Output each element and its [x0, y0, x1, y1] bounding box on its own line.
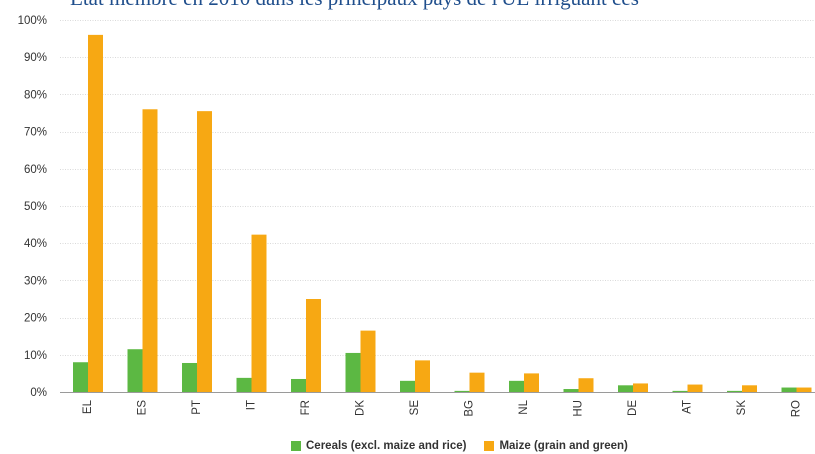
bar-se-cereals: [400, 380, 415, 392]
y-tick-label: 60%: [24, 164, 47, 176]
y-tick-label: 100%: [18, 15, 47, 27]
bar-pt-cereals: [182, 362, 197, 392]
x-tick-label: ES: [137, 400, 149, 416]
bar-fr-cereals: [291, 378, 306, 392]
bar-hu-maize: [578, 378, 594, 392]
bar-it-cereals: [236, 377, 252, 392]
bar-nl-cereals: [509, 380, 524, 392]
bar-el-maize: [88, 34, 103, 392]
x-tick-label: RO: [791, 400, 803, 417]
y-tick-label: 40%: [24, 238, 47, 250]
bar-bg-maize: [469, 372, 485, 392]
gridlines: [60, 20, 815, 356]
x-axis-ticks: EL ES PT IT FR DK SE BG NL HU DE AT SK RO: [82, 399, 803, 417]
x-tick-label: IT: [246, 400, 258, 410]
legend: Cereals (excl. maize and rice) Maize (gr…: [291, 439, 628, 453]
x-tick-label: EL: [82, 399, 94, 414]
x-tick-label: SK: [736, 400, 748, 416]
bar-hu-cereals: [563, 389, 579, 392]
bar-de-maize: [633, 383, 648, 392]
y-tick-label: 10%: [24, 350, 47, 362]
x-tick-label: DE: [627, 400, 639, 416]
bar-se-maize: [415, 360, 430, 392]
bar-at-cereals: [672, 390, 688, 392]
bar-nl-maize: [524, 373, 539, 392]
legend-label-cereals: Cereals (excl. maize and rice): [306, 440, 467, 452]
bar-dk-cereals: [345, 352, 361, 392]
bar-el-cereals: [73, 362, 88, 392]
legend-swatch-cereals: [291, 441, 301, 451]
x-tick-label: BG: [464, 400, 476, 417]
y-tick-label: 20%: [24, 313, 47, 325]
bar-fr-maize: [306, 299, 321, 392]
bar-sk-maize: [742, 385, 757, 392]
x-tick-label: PT: [191, 400, 203, 415]
legend-label-maize: Maize (grain and green): [499, 440, 628, 452]
bar-chart: 0% 10% 20% 30% 40% 50% 60% 70% 80% 90% 100% EL ES PT…: [18, 15, 815, 417]
bar-de-cereals: [618, 385, 633, 392]
y-tick-label: 50%: [24, 201, 47, 213]
bar-dk-maize: [360, 330, 376, 392]
bars: [73, 34, 812, 392]
legend-item-maize: Maize (grain and green): [484, 440, 628, 452]
bar-ro-cereals: [781, 387, 797, 392]
bar-it-maize: [251, 234, 267, 392]
x-tick-label: HU: [573, 400, 585, 417]
bar-at-maize: [687, 384, 703, 392]
chart-title-cropped: État membre en 2010 dans les principaux …: [70, 0, 639, 11]
legend-item-cereals: Cereals (excl. maize and rice): [291, 440, 466, 452]
bar-es-cereals: [127, 349, 143, 392]
y-axis-ticks: 0% 10% 20% 30% 40% 50% 60% 70% 80% 90% 100%: [18, 15, 47, 399]
legend-swatch-maize: [484, 441, 495, 451]
bar-sk-cereals: [727, 390, 742, 392]
x-tick-label: SE: [409, 400, 421, 416]
y-tick-label: 70%: [24, 127, 47, 139]
y-tick-label: 30%: [24, 275, 47, 287]
y-tick-label: 0%: [30, 387, 47, 399]
x-tick-label: DK: [355, 400, 367, 416]
y-tick-label: 80%: [24, 89, 47, 101]
bar-bg-cereals: [454, 390, 470, 392]
bar-pt-maize: [197, 111, 212, 392]
x-tick-label: FR: [300, 400, 312, 415]
x-tick-label: NL: [518, 399, 530, 414]
x-tick-label: AT: [682, 400, 694, 414]
bar-es-maize: [142, 109, 158, 392]
y-tick-label: 90%: [24, 52, 47, 64]
bar-ro-maize: [796, 387, 812, 392]
